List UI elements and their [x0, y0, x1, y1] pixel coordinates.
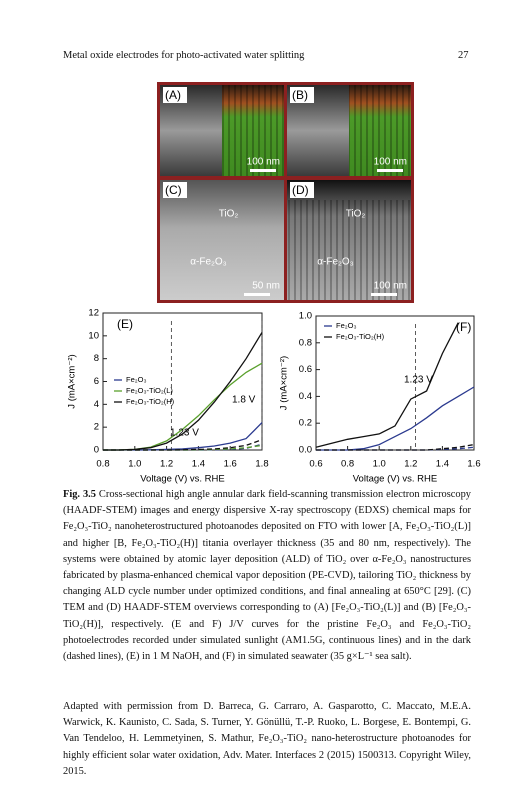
x-tick-label: 1.0: [373, 459, 386, 470]
x-tick-label: 0.8: [96, 459, 109, 470]
caption-label: Fig. 3.5: [63, 489, 96, 500]
panel-label: (F): [456, 320, 471, 334]
y-tick-label: 1.0: [299, 311, 312, 322]
scale-bar: [371, 293, 397, 296]
y-tick-label: 0.4: [299, 391, 312, 402]
y-tick-label: 10: [88, 330, 99, 341]
layer-label: TiO₂: [219, 209, 239, 220]
y-axis-label: J (mA×cm⁻²): [67, 354, 78, 408]
caption-text: Cross-sectional high angle annular dark …: [63, 489, 471, 663]
annotation: 1.8 V: [232, 395, 256, 406]
scale-label: 100 nm: [247, 157, 280, 168]
caption: Fig. 3.5 Cross-sectional high angle annu…: [63, 487, 471, 665]
figure: (A) 100 nm (B) 100 nm (C) 50 nm TiO₂ α-Fe₂O₃ (D)…: [67, 82, 481, 485]
x-tick-label: 1.6: [467, 459, 480, 470]
legend-label: Fe₂O₃-TiO₂(H): [126, 397, 175, 406]
x-tick-label: 1.4: [436, 459, 449, 470]
panel-label: (D): [292, 183, 309, 197]
x-tick-label: 0.6: [309, 459, 322, 470]
y-tick-label: 0.8: [299, 337, 312, 348]
light-curve: [316, 386, 475, 451]
y-tick-label: 0.0: [299, 445, 312, 456]
plot-frame: [315, 315, 475, 451]
x-tick-label: 1.6: [224, 459, 237, 470]
panel-label: (A): [165, 88, 181, 102]
x-tick-label: 0.8: [341, 459, 354, 470]
legend-label: Fe₂O₃-TiO₂(L): [126, 386, 173, 395]
scale-label: 50 nm: [252, 281, 280, 292]
light-curve: [315, 322, 459, 448]
scale-label: 100 nm: [374, 281, 407, 292]
x-tick-label: 1.8: [255, 459, 268, 470]
y-tick-label: 0.6: [299, 364, 312, 375]
layer-label: α-Fe₂O₃: [190, 257, 227, 268]
panel-label: (B): [292, 88, 308, 102]
panel-label: (C): [165, 183, 182, 197]
x-axis-label: Voltage (V) vs. RHE: [140, 474, 224, 485]
scale-bar: [244, 293, 270, 296]
legend-label: Fe₂O₃: [336, 321, 357, 330]
legend-label: Fe₂O₃: [126, 375, 147, 384]
annotation: 1.23 V: [170, 428, 199, 439]
panel-label: (E): [117, 317, 133, 331]
panel-label-box: [290, 182, 314, 198]
y-axis-label: J (mA×cm⁻²): [279, 356, 290, 410]
y-tick-label: 2: [94, 422, 99, 433]
y-tick-label: 6: [94, 376, 99, 387]
dark-curve: [103, 439, 263, 451]
x-axis-label: Voltage (V) vs. RHE: [353, 474, 437, 485]
credit: Adapted with permission from D. Barreca,…: [63, 701, 471, 777]
y-tick-label: 0.2: [299, 418, 312, 429]
panel-label-box: [290, 87, 314, 103]
x-tick-label: 1.4: [192, 459, 205, 470]
layer-label: TiO₂: [346, 209, 366, 220]
y-tick-label: 0: [94, 445, 99, 456]
running-title: Metal oxide electrodes for photo-activat…: [63, 50, 305, 61]
x-tick-label: 1.0: [128, 459, 141, 470]
scale-bar: [377, 169, 403, 172]
layer-label: α-Fe₂O₃: [317, 257, 354, 268]
x-tick-label: 1.2: [160, 459, 173, 470]
y-tick-label: 8: [94, 353, 99, 364]
legend-label: Fe₂O₃-TiO₂(H): [336, 332, 385, 341]
annotation: 1.23 V: [404, 375, 433, 386]
x-tick-label: 1.2: [404, 459, 417, 470]
y-tick-label: 12: [88, 308, 99, 319]
dark-curve: [316, 443, 475, 451]
page-number: 27: [458, 50, 469, 61]
scale-label: 100 nm: [374, 157, 407, 168]
image-texture: [287, 200, 411, 300]
image-c-tem: [160, 180, 284, 300]
panel-label-box: [163, 87, 187, 103]
image-texture: [349, 85, 411, 176]
y-tick-label: 4: [94, 399, 99, 410]
scale-bar: [250, 169, 276, 172]
image-texture: [222, 85, 284, 176]
panel-label-box: [163, 182, 187, 198]
